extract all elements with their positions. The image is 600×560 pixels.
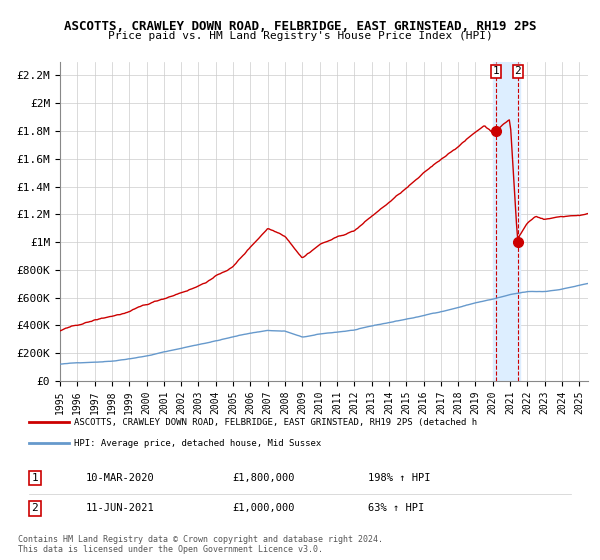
Text: 1: 1 bbox=[32, 473, 38, 483]
Text: 10-MAR-2020: 10-MAR-2020 bbox=[86, 473, 154, 483]
Text: HPI: Average price, detached house, Mid Sussex: HPI: Average price, detached house, Mid … bbox=[74, 438, 322, 447]
Text: 2: 2 bbox=[32, 503, 38, 514]
Text: 11-JUN-2021: 11-JUN-2021 bbox=[86, 503, 154, 514]
Text: 63% ↑ HPI: 63% ↑ HPI bbox=[368, 503, 424, 514]
Bar bbox=[493, 62, 520, 381]
Text: £1,000,000: £1,000,000 bbox=[232, 503, 295, 514]
Text: 2: 2 bbox=[514, 66, 521, 76]
Text: £1,800,000: £1,800,000 bbox=[232, 473, 295, 483]
Text: ASCOTTS, CRAWLEY DOWN ROAD, FELBRIDGE, EAST GRINSTEAD, RH19 2PS (detached h: ASCOTTS, CRAWLEY DOWN ROAD, FELBRIDGE, E… bbox=[74, 418, 478, 427]
Text: 1: 1 bbox=[493, 66, 499, 76]
Text: Contains HM Land Registry data © Crown copyright and database right 2024.
This d: Contains HM Land Registry data © Crown c… bbox=[18, 535, 383, 554]
Text: ASCOTTS, CRAWLEY DOWN ROAD, FELBRIDGE, EAST GRINSTEAD, RH19 2PS: ASCOTTS, CRAWLEY DOWN ROAD, FELBRIDGE, E… bbox=[64, 20, 536, 32]
Text: Price paid vs. HM Land Registry's House Price Index (HPI): Price paid vs. HM Land Registry's House … bbox=[107, 31, 493, 41]
Text: 198% ↑ HPI: 198% ↑ HPI bbox=[368, 473, 430, 483]
